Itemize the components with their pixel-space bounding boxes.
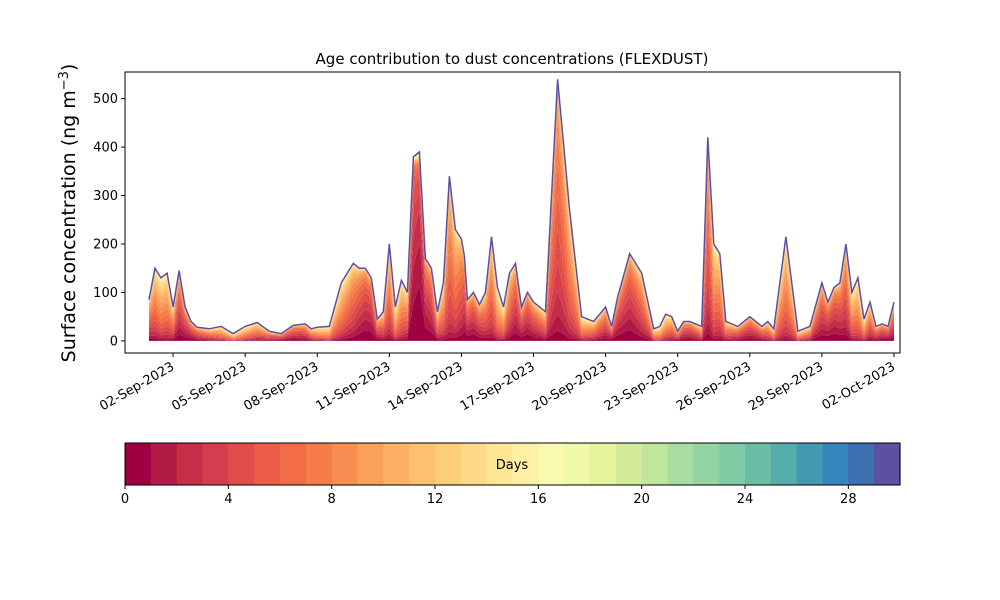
colorbar-bin — [564, 443, 591, 485]
y-tick-label: 400 — [93, 141, 118, 156]
colorbar-bin — [150, 443, 178, 485]
colorbar-bin — [357, 443, 384, 485]
y-axis-label: Surface concentration (ng m−3) — [57, 64, 81, 363]
colorbar-bin — [305, 443, 333, 485]
colorbar-bin — [228, 443, 255, 485]
age-band-area-7 — [149, 133, 894, 339]
colorbar-tick-label: 12 — [427, 492, 444, 507]
age-band-area-3 — [149, 189, 894, 341]
total-series-line — [148, 79, 895, 335]
y-tick-label: 500 — [93, 92, 118, 107]
colorbar-bin — [538, 443, 565, 485]
x-axis: 02-Sep-202305-Sep-202308-Sep-202311-Sep-… — [97, 353, 898, 414]
colorbar-frame — [124, 442, 901, 486]
colorbar-bin — [460, 443, 488, 485]
colorbar-bin — [409, 443, 436, 485]
colorbar-bin — [590, 443, 617, 485]
colorbar-tick-label: 0 — [121, 492, 129, 507]
age-band-area-6 — [149, 161, 894, 340]
colorbar-bin — [641, 443, 669, 485]
chart-title: Age contribution to dust concentrations … — [316, 50, 709, 68]
colorbar-bin — [745, 443, 772, 485]
age-band-area-1 — [149, 241, 894, 341]
x-tick-label: 17-Sep-2023 — [458, 359, 538, 414]
colorbar-tick-label: 28 — [840, 492, 857, 507]
age-band-area-8 — [149, 113, 894, 339]
age-band-area-2 — [149, 210, 894, 341]
colorbar-tick-label: 24 — [737, 492, 754, 507]
colorbar-tick-label: 20 — [633, 492, 650, 507]
colorbar-bin — [874, 443, 901, 485]
colorbar-bin — [615, 443, 643, 485]
x-tick-label: 26-Sep-2023 — [674, 359, 754, 414]
colorbar-bin — [202, 443, 229, 485]
colorbar-label: Days — [496, 458, 529, 473]
colorbar-bin — [693, 443, 720, 485]
y-tick-label: 0 — [110, 334, 118, 349]
x-tick-label: 05-Sep-2023 — [169, 359, 249, 414]
x-tick-label: 02-Sep-2023 — [97, 359, 177, 414]
colorbar-bin — [125, 443, 152, 485]
colorbar-bin — [822, 443, 849, 485]
colorbar-bin — [280, 443, 307, 485]
colorbar-bin — [770, 443, 798, 485]
x-tick-label: 23-Sep-2023 — [602, 359, 682, 414]
colorbar-ticks: 0 4 8 12 16 20 24 28 — [121, 485, 857, 507]
y-tick-label: 100 — [93, 286, 118, 301]
x-tick-label: 20-Sep-2023 — [530, 359, 610, 414]
colorbar-bin — [796, 443, 824, 485]
colorbar — [125, 443, 901, 485]
x-tick-label: 02-Oct-2023 — [820, 359, 898, 413]
colorbar-tick-label: 4 — [224, 492, 232, 507]
colorbar-bin — [512, 443, 539, 485]
colorbar-bin — [176, 443, 204, 485]
colorbar-tick-label: 16 — [530, 492, 547, 507]
colorbar-bin — [331, 443, 359, 485]
colorbar-bin — [486, 443, 514, 485]
x-tick-label: 29-Sep-2023 — [746, 359, 826, 414]
colorbar-tick-label: 8 — [328, 492, 336, 507]
colorbar-bin — [254, 443, 281, 485]
colorbar-bin — [435, 443, 462, 485]
plot-area — [148, 79, 895, 341]
colorbar-bin — [383, 443, 410, 485]
y-axis: 0 100 200 300 400 500 — [93, 92, 125, 349]
x-tick-label: 11-Sep-2023 — [314, 359, 394, 414]
plot-frame — [124, 71, 901, 354]
x-tick-label: 08-Sep-2023 — [241, 359, 321, 414]
x-tick-label: 14-Sep-2023 — [386, 359, 466, 414]
colorbar-bin — [848, 443, 875, 485]
colorbar-bin — [719, 443, 746, 485]
y-tick-label: 300 — [93, 189, 118, 204]
colorbar-bin — [667, 443, 694, 485]
y-tick-label: 200 — [93, 237, 118, 252]
